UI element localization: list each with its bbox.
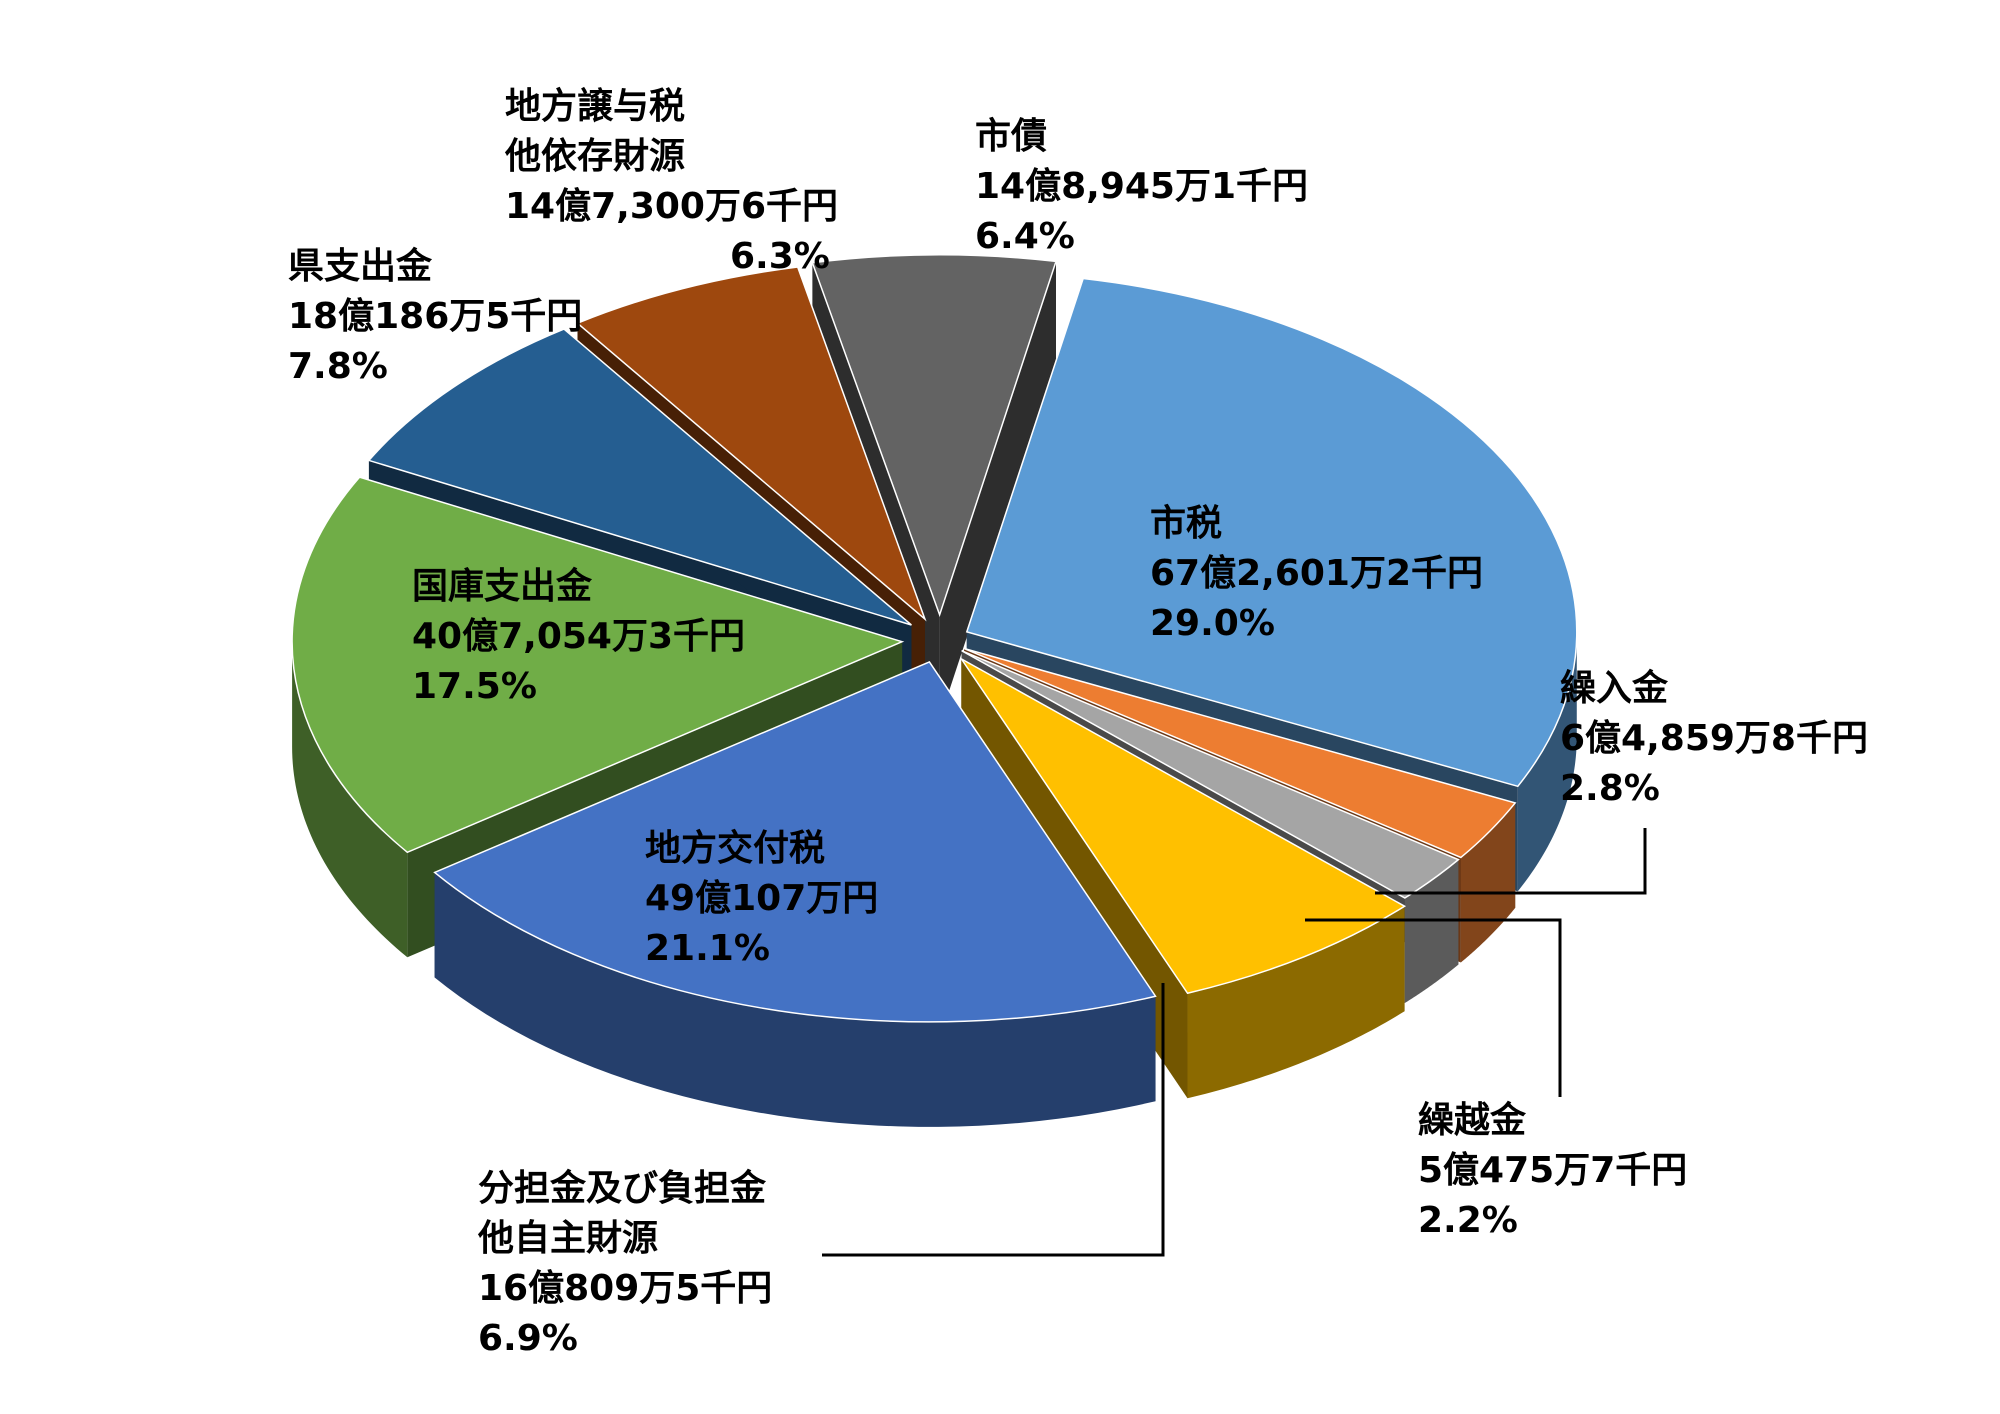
- slice-3-top: [961, 649, 1460, 899]
- slice-1-top: [965, 277, 1578, 788]
- label-name-line-1: 地方譲与税: [505, 86, 685, 127]
- leader-lines: [822, 828, 1647, 1257]
- leader-繰入金: [1375, 828, 1647, 895]
- slice-4-outer-wall: [1187, 906, 1405, 1099]
- label-percent: 2.2%: [1418, 1200, 1518, 1241]
- label-slice-2: 繰入金 6億4,859万8千円 2.8%: [1560, 667, 1868, 809]
- label-name-line-1: 分担金及び負担金: [478, 1167, 767, 1209]
- slice-8-top: [576, 266, 927, 622]
- label-slice-1: 市税 67億2,601万2千円 29.0%: [1150, 503, 1483, 644]
- label-name-line-2: 他依存財源: [504, 136, 685, 177]
- label-value: 14億8,945万1千円: [975, 166, 1308, 207]
- label-percent: 6.3%: [730, 236, 830, 277]
- label-percent: 6.4%: [975, 216, 1075, 257]
- slice-3-outer-wall: [1404, 859, 1459, 1004]
- label-name-line-1: 市債: [975, 116, 1047, 157]
- label-value: 67億2,601万2千円: [1150, 553, 1483, 594]
- label-percent: 7.8%: [288, 346, 388, 387]
- slice-9-top: [811, 254, 1058, 618]
- label-slice-9: 市債 14億8,945万1千円 6.4%: [975, 116, 1308, 257]
- label-name-line-1: 地方交付税: [645, 827, 825, 869]
- slice-5-top: [433, 660, 1157, 1023]
- label-slice-5: 地方交付税 49億107万円 21.1%: [645, 827, 878, 969]
- label-percent: 21.1%: [645, 928, 770, 969]
- label-value: 16億809万5千円: [478, 1268, 772, 1309]
- label-name-line-1: 繰越金: [1418, 1099, 1527, 1141]
- label-name-line-1: 繰入金: [1560, 667, 1669, 709]
- slice-4-top: [960, 658, 1407, 995]
- pie-tops: [291, 254, 1578, 1023]
- slice-labels: 市税 67億2,601万2千円 29.0% 繰入金 6億4,859万8千円 2.8% 繰越金…: [288, 86, 1868, 1359]
- label-value: 5億475万7千円: [1418, 1150, 1687, 1191]
- label-name-line-2: 他自主財源: [477, 1218, 658, 1259]
- slice-6-outer-wall: [292, 641, 408, 958]
- label-value: 14億7,300万6千円: [505, 186, 838, 227]
- leader-繰越金: [1305, 918, 1562, 1097]
- label-value: 49億107万円: [645, 878, 878, 919]
- slice-2-top: [963, 647, 1517, 859]
- label-value: 40億7,054万3千円: [412, 616, 745, 657]
- label-value: 18億186万5千円: [288, 296, 582, 337]
- slice-7-top: [367, 328, 912, 626]
- label-slice-6: 国庫支出金 40億7,054万3千円 17.5%: [412, 565, 745, 707]
- label-percent: 17.5%: [412, 666, 537, 707]
- label-percent: 29.0%: [1150, 603, 1275, 644]
- label-percent: 2.8%: [1560, 768, 1660, 809]
- label-name-line-1: 市税: [1150, 503, 1222, 544]
- label-name-line-1: 県支出金: [288, 245, 433, 287]
- slice-1-outer-wall: [1517, 631, 1577, 892]
- label-percent: 6.9%: [478, 1318, 578, 1359]
- label-name-line-1: 国庫支出金: [412, 565, 593, 607]
- slice-6-top: [291, 476, 905, 854]
- slice-9-wall-end: [939, 261, 1057, 720]
- leader-分担金: [822, 983, 1165, 1257]
- label-slice-3: 繰越金 5億475万7千円 2.2%: [1418, 1099, 1687, 1241]
- label-value: 6億4,859万8千円: [1560, 718, 1868, 759]
- label-slice-7: 県支出金 18億186万5千円 7.8%: [288, 245, 582, 387]
- slice-2-outer-wall: [1460, 802, 1516, 963]
- slice-5-outer-wall: [434, 872, 1156, 1127]
